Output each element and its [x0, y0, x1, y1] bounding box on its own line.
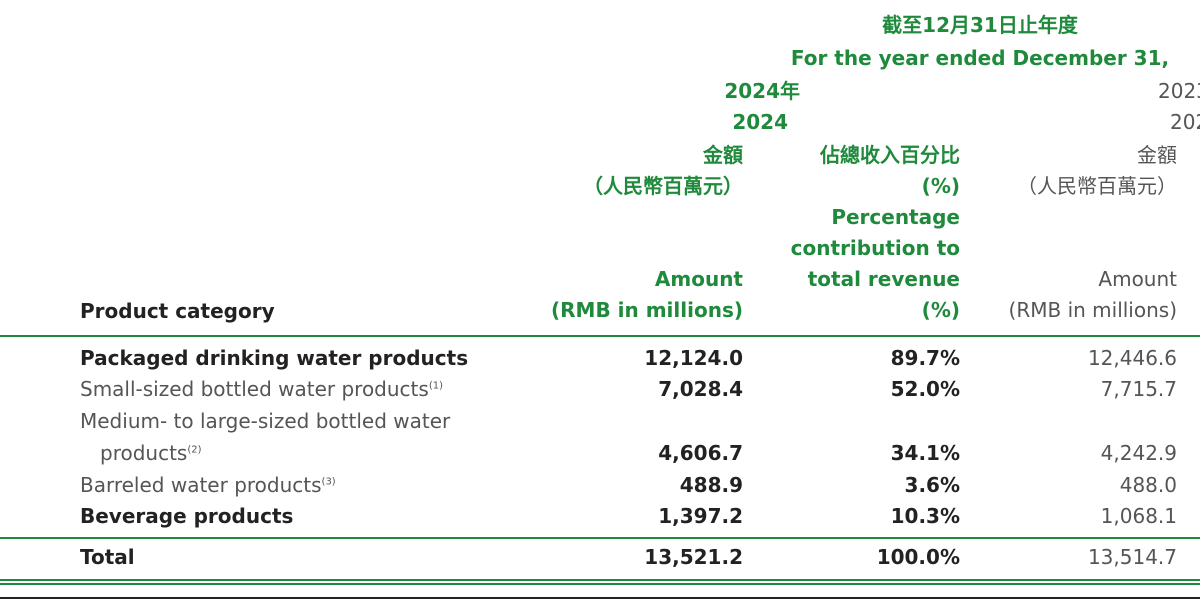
year-2023-en: 2023 — [1170, 110, 1200, 134]
pct-en-4: (%) — [921, 298, 960, 322]
amount-en-2023: Amount — [1098, 267, 1177, 291]
row-amount-2023: 12,446.6 — [1087, 346, 1177, 370]
row-label-small: Small-sized bottled water products(1) — [80, 374, 443, 405]
row-amount-2023: 488.0 — [1119, 473, 1177, 497]
total-top-rule — [0, 537, 1200, 539]
row-amount-2024: 7,028.4 — [658, 377, 743, 401]
total-pct-2024: 100.0% — [876, 545, 960, 569]
row-pct-2024: 34.1% — [890, 441, 960, 465]
row-label-text: Barreled water products — [80, 473, 322, 497]
pct-en-1: Percentage — [831, 205, 960, 229]
row-amount-2024: 1,397.2 — [658, 504, 743, 528]
row-amount-2024: 488.9 — [679, 473, 743, 497]
row-amount-2023: 4,242.9 — [1100, 441, 1177, 465]
amount-en-2024: Amount — [654, 267, 743, 291]
page-bottom-rule — [0, 597, 1200, 599]
row-amount-2023: 7,715.7 — [1100, 377, 1177, 401]
period-zh: 截至12月31日止年度 — [882, 13, 1078, 37]
row-pct-2024: 89.7% — [890, 346, 960, 370]
year-2024-zh: 2024年 — [724, 79, 800, 103]
total-label: Total — [80, 545, 135, 569]
pct-sym: (%) — [921, 174, 960, 198]
amount-unit-en-2023: (RMB in millions) — [1008, 298, 1177, 322]
total-double-rule — [0, 583, 1200, 585]
amount-zh-2024: 金額 — [703, 143, 743, 167]
amount-unit-en-2024: (RMB in millions) — [551, 298, 743, 322]
row-pct-2024: 10.3% — [890, 504, 960, 528]
year-2024-en: 2024 — [732, 110, 788, 134]
footnote-marker: (2) — [187, 444, 202, 456]
total-amount-2023: 13,514.7 — [1087, 545, 1177, 569]
row-label-medium-line1: Medium- to large-sized bottled water — [80, 409, 451, 433]
amount-unit-zh-2024: （人民幣百萬元） — [583, 174, 743, 198]
footnote-marker: (3) — [321, 476, 336, 488]
row-amount-2023: 1,068.1 — [1100, 504, 1177, 528]
row-amount-2024: 4,606.7 — [658, 441, 743, 465]
row-label-barreled: Barreled water products(3) — [80, 470, 336, 501]
pct-en-3: total revenue — [807, 267, 960, 291]
period-en: For the year ended December 31, — [790, 46, 1170, 70]
footnote-marker: (1) — [428, 380, 443, 392]
row-label-medium-line2: products(2) — [100, 438, 202, 469]
row-pct-2024: 52.0% — [890, 377, 960, 401]
total-amount-2024: 13,521.2 — [644, 545, 743, 569]
total-bottom-rule — [0, 579, 1200, 581]
amount-unit-zh-2023: （人民幣百萬元） — [1017, 174, 1177, 198]
pct-zh: 佔總收入百分比 — [820, 143, 960, 167]
product-category-header: Product category — [80, 299, 275, 323]
year-2023-zh: 2023 — [1158, 79, 1200, 103]
amount-zh-2023: 金額 — [1137, 143, 1177, 167]
row-pct-2024: 3.6% — [904, 473, 960, 497]
row-label-beverage: Beverage products — [80, 504, 294, 528]
pct-en-2: contribution to — [790, 236, 960, 260]
row-label-text: products — [100, 441, 188, 465]
header-rule — [0, 335, 1200, 337]
row-label-text: Small-sized bottled water products — [80, 377, 429, 401]
row-amount-2024: 12,124.0 — [644, 346, 743, 370]
row-label-packaged: Packaged drinking water products — [80, 346, 469, 370]
